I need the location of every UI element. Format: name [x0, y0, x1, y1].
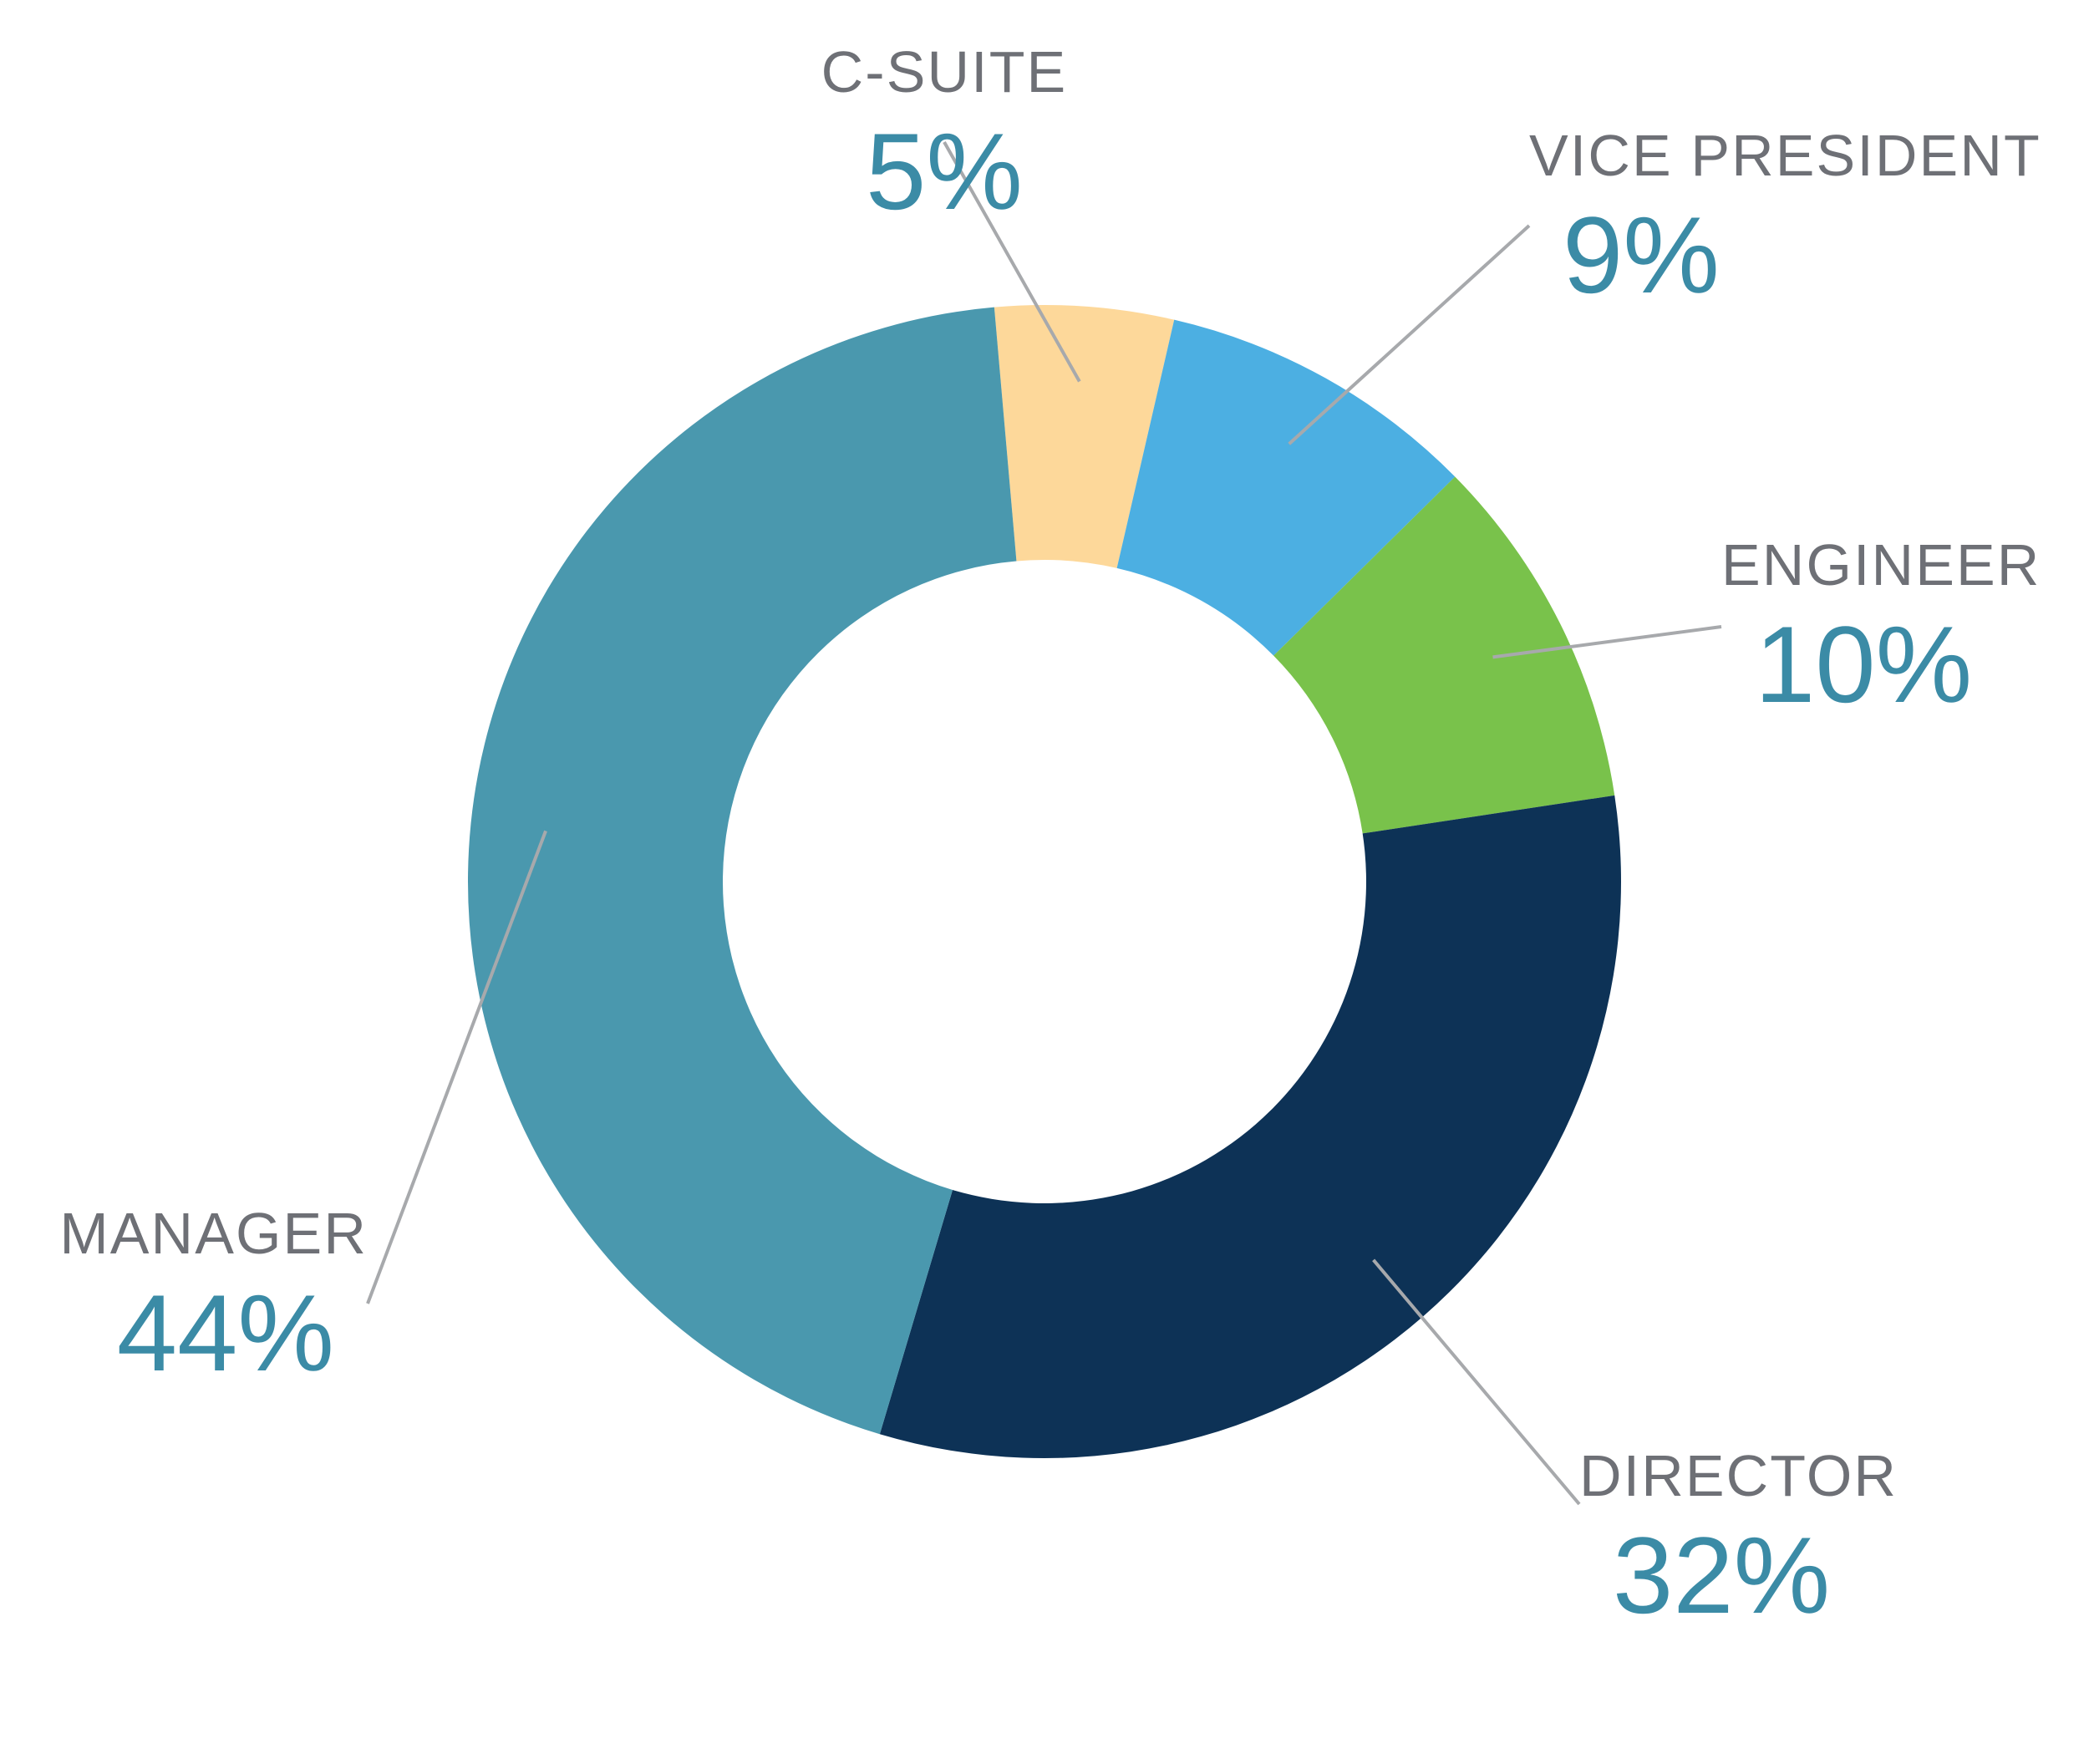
label-name-manager: MANAGER — [59, 1201, 368, 1266]
label-value-vice-president: 9% — [1563, 194, 1720, 316]
label-name-director: DIRECTOR — [1579, 1443, 1898, 1508]
label-value-manager: 44% — [117, 1272, 334, 1394]
label-name-engineer: ENGINEER — [1721, 532, 2041, 597]
label-value-c-suite: 5% — [866, 110, 1023, 232]
donut-svg: C-SUITE5% VICE PRESIDENT9% ENGINEER10% DIRE… — [0, 0, 2089, 1764]
label-name-vice-president: VICE PRESIDENT — [1529, 123, 2041, 188]
label-value-engineer: 10% — [1755, 603, 1972, 725]
donut-chart: C-SUITE5% VICE PRESIDENT9% ENGINEER10% DIRE… — [0, 0, 2089, 1764]
label-value-director: 32% — [1613, 1514, 1830, 1636]
label-name-c-suite: C-SUITE — [821, 39, 1068, 104]
